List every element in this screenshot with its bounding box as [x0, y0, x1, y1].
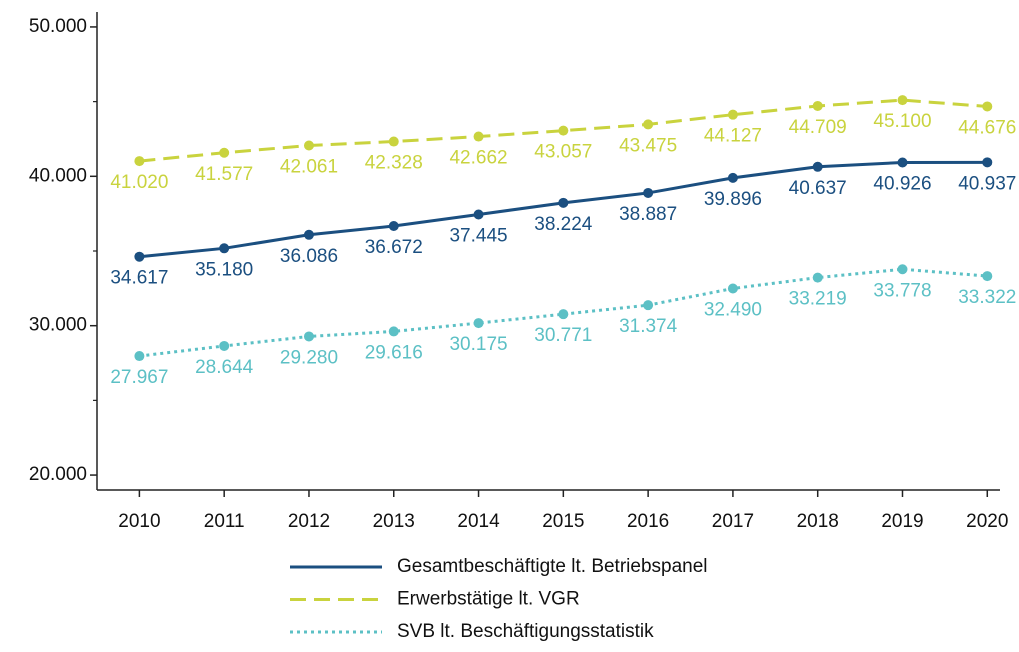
data-label: 38.224 — [534, 214, 593, 235]
data-label: 40.637 — [789, 178, 847, 199]
y-tick-label: 50.000 — [29, 16, 87, 37]
data-point — [219, 147, 230, 158]
data-point — [812, 161, 823, 172]
x-tick-label: 2014 — [457, 511, 500, 532]
data-point — [558, 197, 569, 208]
legend-label: Erwerbstätige lt. VGR — [397, 589, 580, 610]
data-label: 44.709 — [789, 117, 847, 138]
data-label: 29.280 — [280, 347, 338, 368]
y-tick-label: 40.000 — [29, 165, 87, 186]
data-point — [643, 300, 654, 311]
data-label: 42.328 — [365, 153, 423, 174]
x-tick-label: 2019 — [881, 511, 923, 532]
data-label: 28.644 — [195, 357, 254, 378]
data-point — [388, 221, 399, 232]
legend-label: SVB lt. Beschäftigungsstatistik — [397, 621, 654, 642]
data-label: 40.937 — [958, 173, 1016, 194]
data-point — [219, 243, 230, 254]
data-label: 37.445 — [449, 225, 507, 246]
data-label: 30.175 — [449, 334, 507, 355]
data-label: 32.490 — [704, 300, 762, 321]
data-point — [134, 251, 145, 262]
x-tick-label: 2018 — [797, 511, 839, 532]
data-label: 34.617 — [110, 268, 168, 289]
data-label: 44.127 — [704, 126, 762, 147]
data-label: 43.475 — [619, 135, 677, 156]
data-point — [219, 340, 230, 351]
data-label: 42.061 — [280, 157, 338, 178]
data-point — [134, 351, 145, 362]
data-label: 41.577 — [195, 164, 253, 185]
data-label: 29.616 — [365, 342, 423, 363]
x-tick-label: 2010 — [118, 511, 160, 532]
data-label: 36.086 — [280, 246, 338, 267]
data-label: 40.926 — [873, 173, 931, 194]
data-label: 38.887 — [619, 204, 677, 225]
data-point — [558, 125, 569, 136]
series-line — [139, 160, 988, 259]
data-label: 27.967 — [110, 367, 168, 388]
data-point — [982, 101, 993, 112]
data-point — [134, 156, 145, 167]
legend-label: Gesamtbeschäftigte lt. Betriebspanel — [397, 556, 708, 577]
series-line — [139, 98, 988, 163]
y-tick-label: 30.000 — [29, 315, 87, 336]
data-point — [643, 187, 654, 198]
data-point — [727, 172, 738, 183]
data-label: 35.180 — [195, 259, 253, 280]
series-line — [139, 267, 988, 358]
data-label: 33.778 — [873, 280, 931, 301]
data-label: 36.672 — [365, 237, 423, 258]
data-point — [727, 109, 738, 120]
data-label: 30.771 — [534, 325, 592, 346]
data-point — [812, 100, 823, 111]
data-label: 31.374 — [619, 316, 678, 337]
x-tick-label: 2017 — [712, 511, 754, 532]
data-point — [558, 309, 569, 320]
x-tick-label: 2013 — [373, 511, 415, 532]
data-label: 44.676 — [958, 117, 1016, 138]
x-tick-label: 2012 — [288, 511, 330, 532]
data-label: 33.322 — [958, 287, 1016, 308]
data-point — [897, 157, 908, 168]
y-tick-label: 20.000 — [29, 464, 87, 485]
data-point — [812, 272, 823, 283]
data-label: 39.896 — [704, 189, 762, 210]
data-point — [303, 331, 314, 342]
data-point — [388, 326, 399, 337]
data-label: 41.020 — [110, 172, 168, 193]
data-point — [897, 264, 908, 275]
data-label: 33.219 — [789, 289, 847, 310]
data-label: 42.662 — [449, 148, 507, 169]
data-point — [643, 119, 654, 130]
x-tick-label: 2016 — [627, 511, 669, 532]
data-label: 43.057 — [534, 142, 592, 163]
data-point — [982, 271, 993, 282]
data-point — [727, 283, 738, 294]
data-point — [303, 229, 314, 240]
x-tick-label: 2015 — [542, 511, 584, 532]
data-point — [473, 209, 484, 220]
data-point — [388, 136, 399, 147]
data-point — [303, 140, 314, 151]
data-point — [982, 157, 993, 168]
data-point — [897, 95, 908, 106]
data-label: 45.100 — [873, 111, 931, 132]
x-tick-label: 2020 — [966, 511, 1008, 532]
data-point — [473, 131, 484, 142]
x-tick-label: 2011 — [204, 511, 245, 532]
data-point — [473, 318, 484, 329]
